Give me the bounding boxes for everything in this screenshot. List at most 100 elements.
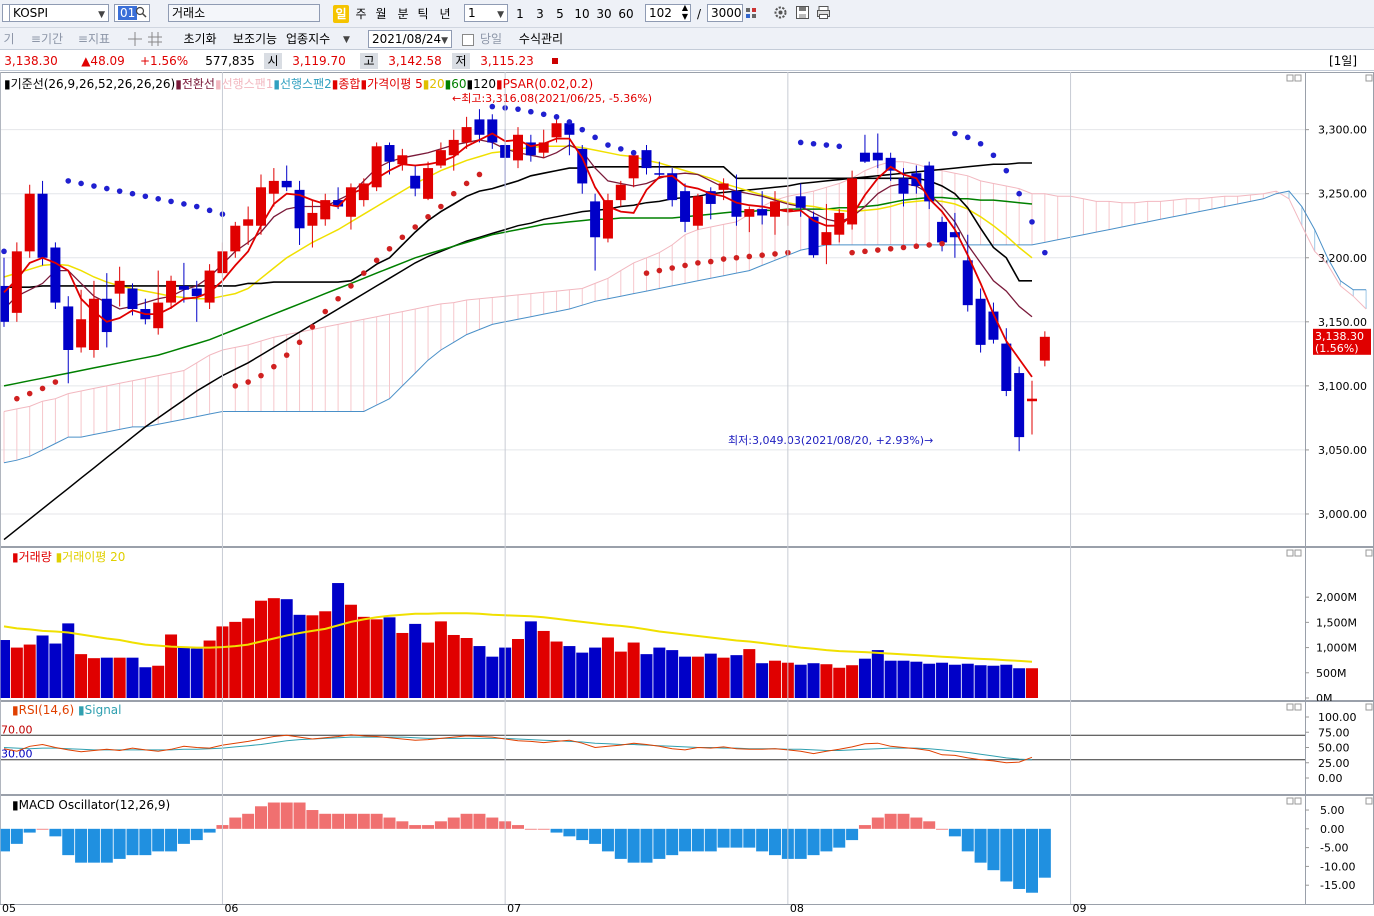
volume-bar[interactable] — [794, 664, 807, 698]
period-week-button[interactable]: 주 — [355, 7, 367, 21]
volume-bar[interactable] — [1013, 668, 1026, 698]
macd-bar[interactable] — [473, 813, 486, 829]
macd-bar[interactable] — [229, 817, 242, 829]
volume-bar[interactable] — [936, 662, 949, 698]
volume-bar[interactable] — [383, 617, 396, 698]
candle-body[interactable] — [641, 150, 652, 169]
macd-bar[interactable] — [936, 828, 949, 830]
aux-function-button[interactable]: 보조기능 — [232, 32, 278, 46]
volume-bar[interactable] — [447, 634, 460, 698]
candle-body[interactable] — [847, 178, 858, 225]
candle-body[interactable] — [410, 175, 421, 189]
search-icon[interactable] — [135, 5, 147, 23]
volume-bar[interactable] — [460, 638, 473, 698]
grid-settings-icon[interactable] — [745, 7, 757, 22]
volume-bar[interactable] — [512, 639, 524, 698]
volume-bar[interactable] — [756, 663, 769, 698]
candle-body[interactable] — [808, 216, 819, 256]
volume-bar[interactable] — [357, 616, 370, 698]
macd-bar[interactable] — [126, 828, 139, 856]
macd-bar[interactable] — [306, 810, 319, 829]
macd-bar[interactable] — [344, 813, 357, 829]
volume-bar[interactable] — [177, 646, 190, 698]
candle-body[interactable] — [949, 232, 960, 238]
volume-bar[interactable] — [36, 635, 49, 698]
volume-bar[interactable] — [229, 621, 242, 698]
close-icon[interactable] — [1294, 703, 1302, 711]
volume-bar[interactable] — [807, 663, 820, 698]
candle-body[interactable] — [101, 298, 112, 333]
candle-body[interactable] — [88, 298, 99, 350]
macd-bar[interactable] — [49, 828, 62, 837]
candle-body[interactable] — [127, 288, 138, 309]
macd-bar[interactable] — [10, 828, 23, 844]
volume-bar[interactable] — [717, 657, 730, 698]
date-picker[interactable]: 2021/08/24 ▼ — [368, 30, 452, 48]
candle-body[interactable] — [435, 150, 446, 166]
candle-body[interactable] — [821, 232, 832, 245]
macd-panel[interactable]: 5.00 0.00 -5.00 -10.00 -15.00 — [0, 795, 1374, 905]
macd-bar[interactable] — [139, 828, 152, 856]
candle-body[interactable] — [757, 209, 768, 216]
macd-bar[interactable] — [409, 825, 422, 829]
chevron-down-icon[interactable]: ▼ — [441, 36, 448, 46]
volume-bar[interactable] — [987, 665, 1000, 698]
macd-bar[interactable] — [627, 828, 640, 863]
candle-body[interactable] — [538, 142, 549, 153]
macd-bar[interactable] — [422, 825, 435, 829]
macd-bar[interactable] — [717, 828, 730, 848]
volume-bar[interactable] — [190, 648, 203, 698]
macd-bar[interactable] — [293, 802, 306, 829]
candle-body[interactable] — [1039, 336, 1050, 361]
chevron-down-icon[interactable]: ▼ — [343, 35, 350, 45]
volume-bar[interactable] — [589, 647, 602, 698]
chevron-down-icon[interactable]: ▼ — [497, 10, 504, 20]
volume-bar[interactable] — [255, 600, 267, 698]
volume-bar[interactable] — [49, 643, 62, 698]
close-icon[interactable] — [1294, 74, 1302, 82]
candle-body[interactable] — [1014, 373, 1025, 438]
candle-body[interactable] — [320, 200, 331, 220]
candle-body[interactable] — [178, 285, 189, 290]
candle-body[interactable] — [243, 219, 254, 226]
macd-bar[interactable] — [165, 828, 178, 852]
volume-bar[interactable] — [23, 644, 36, 698]
volume-bar[interactable] — [897, 660, 910, 698]
volume-bar[interactable] — [1000, 664, 1013, 698]
macd-bar[interactable] — [267, 802, 280, 829]
macd-bar[interactable] — [987, 828, 1000, 871]
candle-body[interactable] — [256, 187, 266, 226]
volume-bar[interactable] — [550, 641, 563, 698]
macd-bar[interactable] — [203, 828, 216, 833]
macd-bar[interactable] — [884, 813, 897, 829]
volume-bar[interactable] — [923, 663, 936, 698]
count-stepper[interactable]: 102 ▲ ▼ — [645, 3, 691, 22]
candle-body[interactable] — [718, 183, 729, 190]
macd-bar[interactable] — [486, 817, 499, 829]
macd-bar[interactable] — [653, 828, 666, 859]
close-icon[interactable] — [1294, 797, 1302, 805]
minimize-icon[interactable] — [1286, 74, 1294, 82]
macd-bar[interactable] — [152, 828, 165, 852]
volume-bar[interactable] — [640, 654, 653, 698]
candle-body[interactable] — [513, 134, 523, 161]
candle-body[interactable] — [667, 173, 678, 201]
volume-bar[interactable] — [948, 664, 961, 698]
maximize-icon[interactable] — [1365, 549, 1373, 557]
macd-bar[interactable] — [601, 828, 614, 852]
macd-bar[interactable] — [0, 828, 10, 852]
volume-bar[interactable] — [10, 647, 23, 698]
candle-body[interactable] — [153, 302, 164, 329]
minute-10-button[interactable]: 10 — [574, 7, 590, 21]
macd-bar[interactable] — [730, 828, 743, 848]
period-year-button[interactable]: 년 — [439, 7, 451, 21]
candle-body[interactable] — [744, 209, 755, 217]
volume-bar[interactable] — [769, 660, 781, 698]
volume-bar[interactable] — [434, 621, 447, 698]
volume-bar[interactable] — [87, 658, 100, 698]
candle-body[interactable] — [24, 193, 35, 252]
settings-icon[interactable] — [773, 5, 788, 23]
minimize-icon[interactable] — [1286, 797, 1294, 805]
macd-bar[interactable] — [255, 806, 267, 829]
candle-body[interactable] — [397, 155, 408, 165]
